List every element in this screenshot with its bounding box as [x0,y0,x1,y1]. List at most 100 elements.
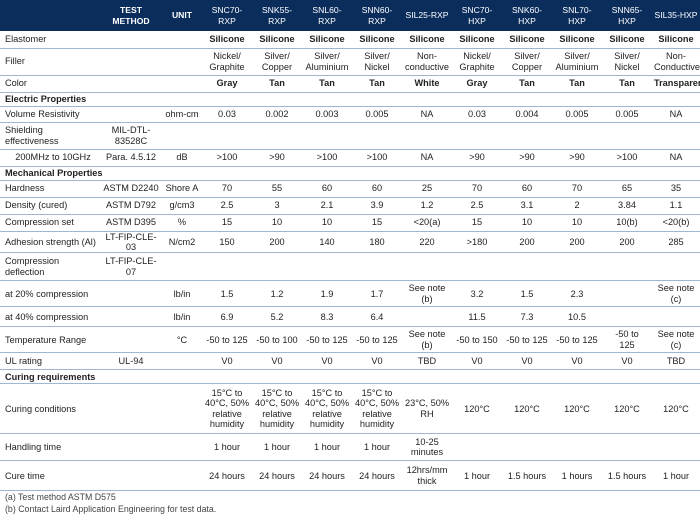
value-cell: V0 [252,352,302,371]
value-cell: Nickel/ Graphite [452,48,502,76]
value-cell: 1.2 [252,280,302,308]
unit-cell [162,75,202,93]
value-cell [552,122,602,150]
value-cell: Silicone [202,31,252,49]
row-label: Compression deflection [0,252,100,282]
value-cell: >100 [352,149,402,167]
header-product: SIL25-RXP [402,0,452,31]
value-cell: 15°C to 40°C, 50% relative humidity [202,383,252,435]
value-cell [602,433,652,462]
footnote-b: (b) Contact Laird Application Engineerin… [5,503,217,514]
row-label: Temperature Range [0,326,100,354]
value-cell [652,306,700,328]
header-test-method: TEST METHOD [100,0,162,31]
value-cell: 10(b) [602,214,652,232]
value-cell [652,122,700,150]
value-cell: 1 hours [552,460,602,492]
row-label: Volume Resistivity [0,106,100,123]
value-cell: 0.004 [502,106,552,123]
row-adhesion: Adhesion strength (Al) LT-FIP-CLE-03 N/cm2… [0,231,700,254]
value-cell: 3.9 [352,197,402,215]
value-cell: 140 [302,231,352,254]
row-label: Density (cured) [0,197,100,215]
value-cell: 1 hour [252,433,302,462]
value-cell: Silicone [402,31,452,49]
value-cell: >100 [602,149,652,167]
row-compression-deflection: Compression deflection LT-FIP-CLE-07 [0,252,700,282]
section-heading: Curing requirements [0,369,700,385]
value-cell: -50 to 125 [302,326,352,354]
section-electric: Electric Properties [0,92,700,107]
row-label: UL rating [0,352,100,371]
value-cell: Tan [502,75,552,93]
value-cell: 1.5 hours [502,460,552,492]
value-cell [552,252,602,282]
value-cell: 6.4 [352,306,402,328]
value-cell: Silicone [502,31,552,49]
value-cell: Silicone [302,31,352,49]
value-cell: 65 [602,180,652,198]
properties-table: TEST METHOD UNIT SNC70- RXP SNK55- RXP S… [0,0,700,492]
value-cell: 3.2 [452,280,502,308]
test-method-cell: ASTM D2240 [100,180,162,198]
value-cell: Tan [252,75,302,93]
header-product: SNK55- RXP [252,0,302,31]
value-cell: <20(a) [402,214,452,232]
value-cell [552,433,602,462]
value-cell: -50 to 125 [552,326,602,354]
value-cell: 220 [402,231,452,254]
value-cell: -50 to 150 [452,326,502,354]
value-cell: 35 [652,180,700,198]
test-method-cell [100,460,162,492]
value-cell [352,122,402,150]
value-cell: 120°C [652,383,700,435]
header-product: SNC70- HXP [452,0,502,31]
unit-cell: °C [162,326,202,354]
test-method-cell [100,326,162,354]
unit-cell: N/cm2 [162,231,202,254]
value-cell: 24 hours [352,460,402,492]
value-cell: 24 hours [202,460,252,492]
value-cell: TBD [652,352,700,371]
value-cell: V0 [602,352,652,371]
value-cell: 1.2 [402,197,452,215]
row-label: Hardness [0,180,100,198]
value-cell: 70 [202,180,252,198]
value-cell: 10 [252,214,302,232]
value-cell [352,252,402,282]
row-label: at 40% compression [0,306,100,328]
value-cell: Gray [202,75,252,93]
value-cell: 8.3 [302,306,352,328]
value-cell: >100 [302,149,352,167]
unit-cell [162,352,202,371]
value-cell: Non- conductive [402,48,452,76]
value-cell: 1 hour [302,433,352,462]
value-cell: Silver/ Nickel [602,48,652,76]
row-cure-time: Cure time 24 hours 24 hours 24 hours 24 hour… [0,460,700,492]
value-cell: 6.9 [202,306,252,328]
row-label: Compression set [0,214,100,232]
value-cell: 11.5 [452,306,502,328]
unit-cell [162,460,202,492]
row-compression-20: at 20% compression lb/in 1.5 1.2 1.9 1.7 See n… [0,280,700,308]
header-product: SNK60- HXP [502,0,552,31]
row-handling-time: Handling time 1 hour 1 hour 1 hour 1 hour 10-… [0,433,700,462]
value-cell: 200 [252,231,302,254]
test-method-cell: UL-94 [100,352,162,371]
value-cell: 200 [602,231,652,254]
test-method-cell [100,106,162,123]
value-cell: 2.5 [452,197,502,215]
header-blank [0,0,100,31]
value-cell: 285 [652,231,700,254]
header-product: SNC70- RXP [202,0,252,31]
header-product: SNN65- HXP [602,0,652,31]
value-cell: 1.9 [302,280,352,308]
footnote-a: (a) Test method ASTM D575 [5,491,116,502]
section-mechanical: Mechanical Properties [0,166,700,181]
value-cell: 0.005 [552,106,602,123]
value-cell: Silicone [252,31,302,49]
value-cell: Tan [602,75,652,93]
row-temperature: Temperature Range °C -50 to 125 -50 to 100-… [0,326,700,354]
value-cell: See note (c) [652,280,700,308]
value-cell: See note (c) [652,326,700,354]
